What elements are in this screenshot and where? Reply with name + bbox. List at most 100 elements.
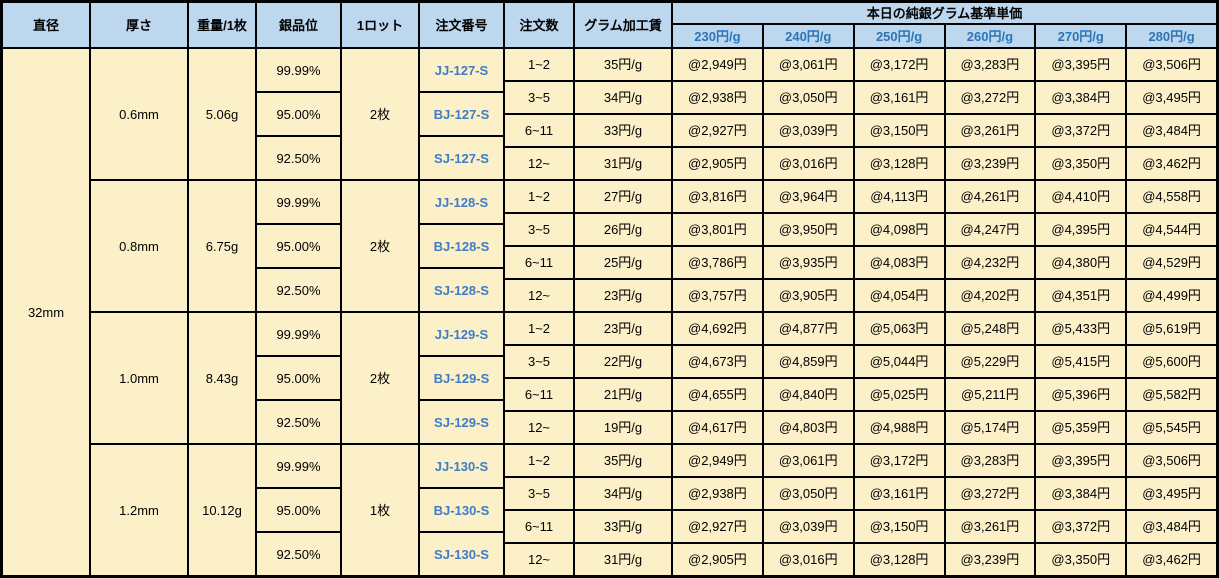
header-lot: 1ロット [342, 3, 418, 47]
price-cell: @3,395円 [1036, 49, 1126, 80]
header-thickness: 厚さ [91, 3, 187, 47]
price-cell: @2,949円 [673, 445, 762, 476]
thickness-cell: 0.8mm [91, 181, 187, 311]
price-cell: @4,499円 [1127, 280, 1216, 311]
price-cell: @5,582円 [1127, 379, 1216, 410]
price-cell: @3,039円 [763, 115, 853, 146]
price-cell: @4,859円 [763, 346, 853, 377]
fee-cell: 25円/g [575, 247, 671, 278]
price-cell: @4,083円 [854, 247, 944, 278]
price-cell: @3,372円 [1036, 115, 1126, 146]
fee-cell: 31円/g [575, 544, 671, 575]
fee-cell: 23円/g [575, 313, 671, 344]
price-cell: @4,202円 [945, 280, 1035, 311]
order-number-link[interactable]: JJ-128-S [420, 181, 503, 223]
purity-cell: 92.50% [257, 269, 340, 311]
price-cell: @5,415円 [1036, 346, 1126, 377]
price-cell: @4,529円 [1127, 247, 1216, 278]
price-cell: @3,462円 [1127, 544, 1216, 575]
price-cell: @5,025円 [854, 379, 944, 410]
purity-cell: 99.99% [257, 181, 340, 223]
order-number-link[interactable]: BJ-129-S [420, 357, 503, 399]
price-cell: @3,239円 [945, 148, 1035, 179]
price-cell: @3,261円 [945, 115, 1035, 146]
price-cell: @4,247円 [945, 214, 1035, 245]
order-qty-cell: 6~11 [505, 379, 573, 410]
price-tier-header-250[interactable]: 250円/g [854, 25, 944, 47]
fee-cell: 27円/g [575, 181, 671, 212]
price-tier-header-270[interactable]: 270円/g [1036, 25, 1126, 47]
weight-cell: 5.06g [189, 49, 255, 179]
header-order-number: 注文番号 [420, 3, 503, 47]
fee-cell: 33円/g [575, 115, 671, 146]
order-qty-cell: 1~2 [505, 181, 573, 212]
fee-cell: 21円/g [575, 379, 671, 410]
lot-cell: 2枚 [342, 181, 418, 311]
price-cell: @5,248円 [945, 313, 1035, 344]
price-cell: @4,544円 [1127, 214, 1216, 245]
price-cell: @3,372円 [1036, 511, 1126, 542]
price-cell: @3,061円 [763, 445, 853, 476]
price-cell: @5,229円 [945, 346, 1035, 377]
order-number-link[interactable]: BJ-128-S [420, 225, 503, 267]
price-cell: @3,950円 [763, 214, 853, 245]
order-number-link[interactable]: JJ-127-S [420, 49, 503, 91]
price-cell: @2,949円 [673, 49, 762, 80]
price-tier-header-230[interactable]: 230円/g [673, 25, 762, 47]
price-cell: @4,673円 [673, 346, 762, 377]
price-cell: @3,816円 [673, 181, 762, 212]
order-qty-cell: 3~5 [505, 478, 573, 509]
fee-cell: 23円/g [575, 280, 671, 311]
order-number-link[interactable]: SJ-130-S [420, 533, 503, 575]
lot-cell: 2枚 [342, 49, 418, 179]
price-cell: @3,016円 [763, 544, 853, 575]
price-cell: @2,938円 [673, 478, 762, 509]
price-tier-header-240[interactable]: 240円/g [763, 25, 853, 47]
diameter-value: 32mm [3, 49, 89, 575]
price-cell: @3,161円 [854, 478, 944, 509]
price-cell: @4,261円 [945, 181, 1035, 212]
purity-cell: 95.00% [257, 93, 340, 135]
price-tier-header-280[interactable]: 280円/g [1127, 25, 1216, 47]
price-cell: @2,905円 [673, 148, 762, 179]
price-cell: @3,384円 [1036, 82, 1126, 113]
header-purity: 銀品位 [257, 3, 340, 47]
purity-cell: 99.99% [257, 49, 340, 91]
order-qty-cell: 12~ [505, 148, 573, 179]
price-cell: @5,174円 [945, 412, 1035, 443]
order-qty-cell: 6~11 [505, 247, 573, 278]
price-cell: @3,495円 [1127, 82, 1216, 113]
price-cell: @3,283円 [945, 49, 1035, 80]
thickness-cell: 1.2mm [91, 445, 187, 575]
lot-cell: 2枚 [342, 313, 418, 443]
order-number-link[interactable]: JJ-129-S [420, 313, 503, 355]
price-tier-header-260[interactable]: 260円/g [945, 25, 1035, 47]
order-number-link[interactable]: BJ-130-S [420, 489, 503, 531]
order-qty-cell: 6~11 [505, 115, 573, 146]
price-cell: @5,619円 [1127, 313, 1216, 344]
order-number-link[interactable]: SJ-128-S [420, 269, 503, 311]
order-qty-cell: 12~ [505, 544, 573, 575]
price-cell: @3,506円 [1127, 49, 1216, 80]
order-number-link[interactable]: SJ-127-S [420, 137, 503, 179]
header-price-group: 本日の純銀グラム基準単価 [673, 3, 1216, 23]
fee-cell: 31円/g [575, 148, 671, 179]
order-qty-cell: 6~11 [505, 511, 573, 542]
price-cell: @4,054円 [854, 280, 944, 311]
price-cell: @3,061円 [763, 49, 853, 80]
order-number-link[interactable]: BJ-127-S [420, 93, 503, 135]
order-number-link[interactable]: SJ-129-S [420, 401, 503, 443]
price-cell: @2,927円 [673, 115, 762, 146]
order-qty-cell: 3~5 [505, 82, 573, 113]
price-cell: @5,433円 [1036, 313, 1126, 344]
price-cell: @4,410円 [1036, 181, 1126, 212]
order-qty-cell: 12~ [505, 280, 573, 311]
price-cell: @3,150円 [854, 115, 944, 146]
order-qty-cell: 3~5 [505, 214, 573, 245]
purity-cell: 95.00% [257, 225, 340, 267]
price-cell: @3,239円 [945, 544, 1035, 575]
price-cell: @3,462円 [1127, 148, 1216, 179]
header-weight: 重量/1枚 [189, 3, 255, 47]
order-number-link[interactable]: JJ-130-S [420, 445, 503, 487]
price-cell: @4,380円 [1036, 247, 1126, 278]
